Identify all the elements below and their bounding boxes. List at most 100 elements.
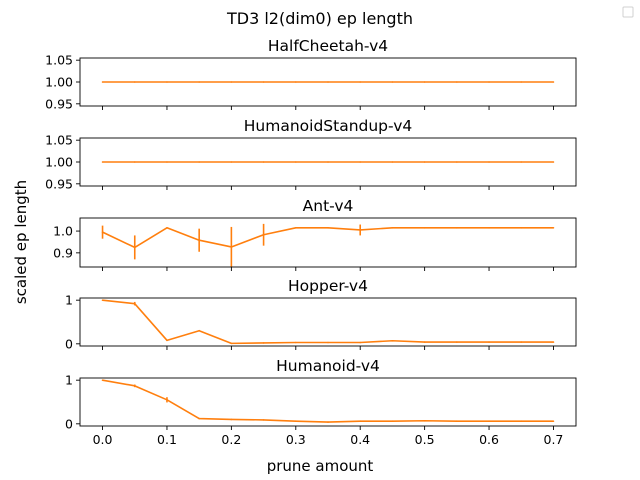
y-tick-label: 0.9 [53, 245, 73, 260]
data-point [101, 81, 104, 83]
x-tick-label: 0.7 [544, 432, 564, 447]
data-point [456, 227, 458, 229]
x-axis-label: prune amount [267, 457, 374, 475]
data-point [552, 81, 555, 83]
data-point [166, 81, 168, 83]
data-point [101, 299, 104, 301]
y-tick-label: 1.0 [53, 224, 73, 239]
data-point [198, 417, 200, 420]
y-axis-label: scaled ep length [12, 180, 30, 304]
data-point [456, 161, 458, 163]
data-point [359, 81, 362, 83]
data-point [230, 161, 233, 163]
data-point [423, 419, 426, 422]
subplot-5: Humanoid-v4 0 1 0.0 0.1 0.2 0.3 0.4 0.5 0.6 0.7 [65, 357, 577, 447]
data-point [198, 81, 200, 83]
data-point [423, 81, 426, 83]
subplot-title: Hopper-v4 [288, 277, 368, 295]
data-point [327, 421, 329, 423]
data-point [294, 81, 297, 83]
data-point [327, 227, 329, 229]
data-point [520, 420, 523, 423]
data-point [456, 420, 458, 423]
figure-suptitle: TD3 l2(dim0) ep length [226, 9, 413, 28]
data-point [133, 161, 136, 163]
data-point [294, 341, 297, 344]
data-point [230, 342, 233, 345]
data-point [520, 227, 523, 229]
x-tick-label: 0.1 [157, 432, 177, 447]
data-point [327, 81, 329, 83]
x-tick-label: 0.6 [479, 432, 499, 447]
data-point [456, 341, 458, 343]
data-point [166, 227, 168, 229]
data-point [359, 420, 362, 423]
data-point [327, 161, 329, 163]
data-point [391, 339, 394, 342]
data-point [520, 161, 523, 163]
series-line [102, 299, 554, 345]
data-point [359, 341, 362, 344]
axes-frame [79, 217, 577, 268]
y-tick-label: 1 [65, 293, 73, 308]
data-point [327, 341, 329, 344]
data-point [198, 329, 200, 332]
x-tick-label: 0.5 [415, 432, 435, 447]
data-point [552, 161, 555, 163]
data-point [488, 420, 490, 423]
y-tick-label: 0 [65, 416, 73, 431]
data-point [456, 81, 458, 83]
data-point [423, 227, 426, 229]
y-tick-label: 0.95 [45, 96, 73, 111]
subplots-group: HalfCheetah-v40.951.001.05HumanoidStandu… [45, 37, 577, 447]
y-tick-label: 0 [65, 336, 73, 351]
axes-frame [79, 377, 577, 427]
subplot-2: HumanoidStandup-v4 0.95 1.00 1.05 [45, 117, 577, 191]
data-point [359, 161, 362, 163]
y-tick-label: 1.05 [45, 53, 73, 68]
y-tick-label: 1 [65, 373, 73, 388]
data-point [552, 420, 555, 423]
data-point [198, 161, 200, 163]
subplot-title: HalfCheetah-v4 [268, 37, 388, 55]
data-point [391, 81, 394, 83]
data-point [230, 81, 233, 83]
subplot-3: Ant-v4 0.9 1.0 [53, 197, 577, 271]
data-point [294, 420, 297, 423]
data-point [230, 418, 233, 421]
data-point [294, 161, 297, 163]
data-point [294, 227, 297, 229]
data-point [101, 161, 104, 163]
data-point [520, 81, 523, 83]
y-tick-label: 1.05 [45, 133, 73, 148]
data-point [391, 161, 394, 163]
subplot-title: Ant-v4 [303, 197, 354, 215]
data-point [262, 342, 265, 344]
data-point [488, 81, 490, 83]
x-tick-label: 0.4 [350, 432, 370, 447]
data-point [423, 161, 426, 163]
series-line [102, 227, 554, 249]
subplot-title: HumanoidStandup-v4 [244, 117, 412, 135]
y-tick-label: 1.00 [45, 75, 73, 90]
data-point [166, 161, 168, 163]
subplot-title: Humanoid-v4 [276, 357, 380, 375]
data-point [488, 161, 490, 163]
data-point [488, 341, 490, 343]
x-tick-label: 0.0 [93, 432, 113, 447]
data-point [166, 339, 168, 342]
data-point [262, 419, 265, 421]
axes-frame [79, 297, 577, 347]
data-point [423, 341, 426, 343]
data-point [133, 81, 136, 83]
data-point [488, 227, 490, 229]
series-line [102, 379, 554, 423]
data-point [101, 379, 104, 381]
data-point [552, 341, 555, 343]
data-point [552, 227, 555, 229]
data-point [262, 81, 265, 83]
y-tick-label: 1.00 [45, 155, 73, 170]
x-tick-label: 0.3 [286, 432, 306, 447]
empty-legend-box-icon [622, 6, 634, 18]
